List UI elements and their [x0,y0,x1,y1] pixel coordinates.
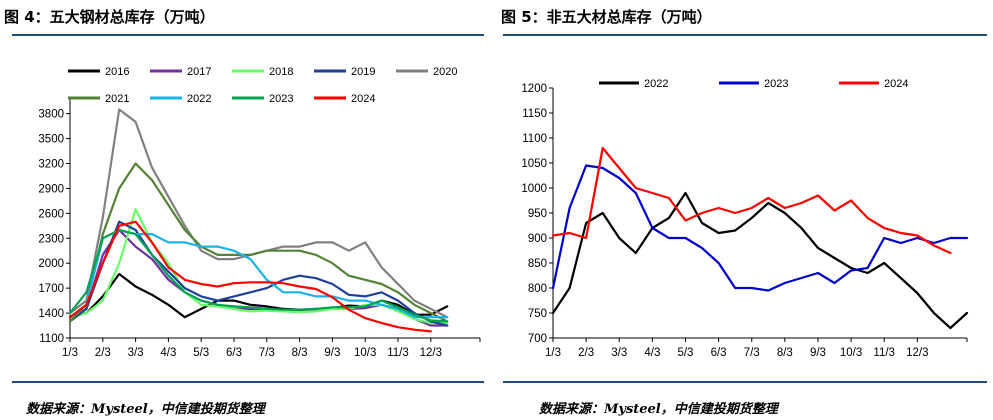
y-tick-label: 900 [528,233,547,245]
y-tick-label: 850 [528,258,547,270]
legend-label-2023: 2023 [269,93,293,105]
series-line-2024 [68,220,432,333]
legend-label-2024: 2024 [351,93,375,105]
y-tick-label: 1200 [521,83,547,95]
x-tick-label: 8/3 [777,347,793,359]
inventory-chart-left: 1100 1400 1700 2000 2300 2600 2900 3200 3500 3800… [38,66,481,359]
series-line-2023 [68,228,449,323]
x-tick-label: 11/3 [873,347,895,359]
x-tick-label: 7/3 [259,347,275,359]
y-tick-label: 950 [528,208,547,220]
y-tick-label: 3800 [38,109,64,121]
y-tick-label: 700 [528,333,547,345]
legend-label-2024: 2024 [884,78,908,90]
x-tick-label: 6/3 [226,347,242,359]
x-tick-label: 1/3 [62,347,78,359]
x-tick-label: 2/3 [578,347,594,359]
series-line-2020 [68,108,449,319]
series-line-2021 [68,162,449,323]
x-tick-label: 1/3 [545,347,561,359]
x-tick-label: 6/3 [711,347,727,359]
x-tick-label: 7/3 [744,347,760,359]
x-tick-label: 9/3 [810,347,826,359]
y-tick-label: 1050 [521,158,547,170]
legend-label-2016: 2016 [105,66,129,78]
x-tick-label: 12/3 [906,347,928,359]
y-tick-label: 800 [528,283,547,295]
bottom-rule-right [503,381,987,383]
top-rule-left [12,34,484,36]
y-tick-label: 1100 [522,133,547,145]
right-panel: 图 5：非五大材总库存（万吨） 700 750 800 850 900 950 1000 10… [497,0,993,420]
y-tick-label: 1100 [39,333,64,345]
y-tick-label: 2000 [38,258,64,270]
x-tick-label: 10/3 [354,347,376,359]
y-tick-label: 1150 [522,108,547,120]
legend-label-2020: 2020 [433,66,457,78]
y-tick-label: 2600 [38,208,64,220]
y-tick-label: 1400 [38,308,64,320]
x-tick-label: 5/3 [677,347,693,359]
x-tick-label: 5/3 [193,347,209,359]
x-tick-label: 12/3 [420,347,442,359]
y-tick-label: 2900 [38,183,64,195]
legend-label-2019: 2019 [351,66,375,78]
y-tick-label: 1000 [521,183,547,195]
bottom-rule-left [12,381,484,383]
x-tick-label: 10/3 [840,347,862,359]
series-line-2023 [551,164,969,292]
series-line-2024 [551,146,952,255]
y-tick-label: 750 [528,308,547,320]
chart-title-left: 图 4：五大钢材总库存（万吨） [4,8,215,26]
chart-title-right: 图 5：非五大材总库存（万吨） [501,8,712,26]
x-tick-label: 3/3 [611,347,627,359]
x-tick-label: 4/3 [160,347,176,359]
y-tick-label: 3500 [38,134,64,146]
y-tick-label: 1700 [38,283,64,295]
left-panel: 图 4：五大钢材总库存（万吨） 1100 1400 1700 2000 2300 2600… [0,0,490,420]
legend-label-2021: 2021 [105,93,129,105]
y-tick-label: 2300 [38,233,64,245]
x-tick-label: 3/3 [128,347,144,359]
legend-label-2023: 2023 [764,78,788,90]
legend-label-2018: 2018 [269,66,293,78]
legend-label-2022: 2022 [644,78,668,90]
source-note-left: 数据来源：Mysteel，中信建投期货整理 [26,402,265,417]
series-line-2019 [68,220,449,327]
legend-label-2017: 2017 [187,66,211,78]
legend-label-2022: 2022 [187,93,211,105]
x-tick-label: 8/3 [292,347,308,359]
x-tick-label: 9/3 [324,347,340,359]
series-line-2022 [551,191,969,330]
inventory-chart-right: 700 750 800 850 900 950 1000 1050 1100 1150 1200 1/… [521,78,969,359]
x-tick-label: 2/3 [95,347,111,359]
y-tick-label: 3200 [38,158,64,170]
source-note-right: 数据来源：Mysteel，中信建投期货整理 [539,402,778,417]
top-rule-right [503,34,987,36]
x-tick-label: 11/3 [387,347,409,359]
x-tick-label: 4/3 [644,347,660,359]
